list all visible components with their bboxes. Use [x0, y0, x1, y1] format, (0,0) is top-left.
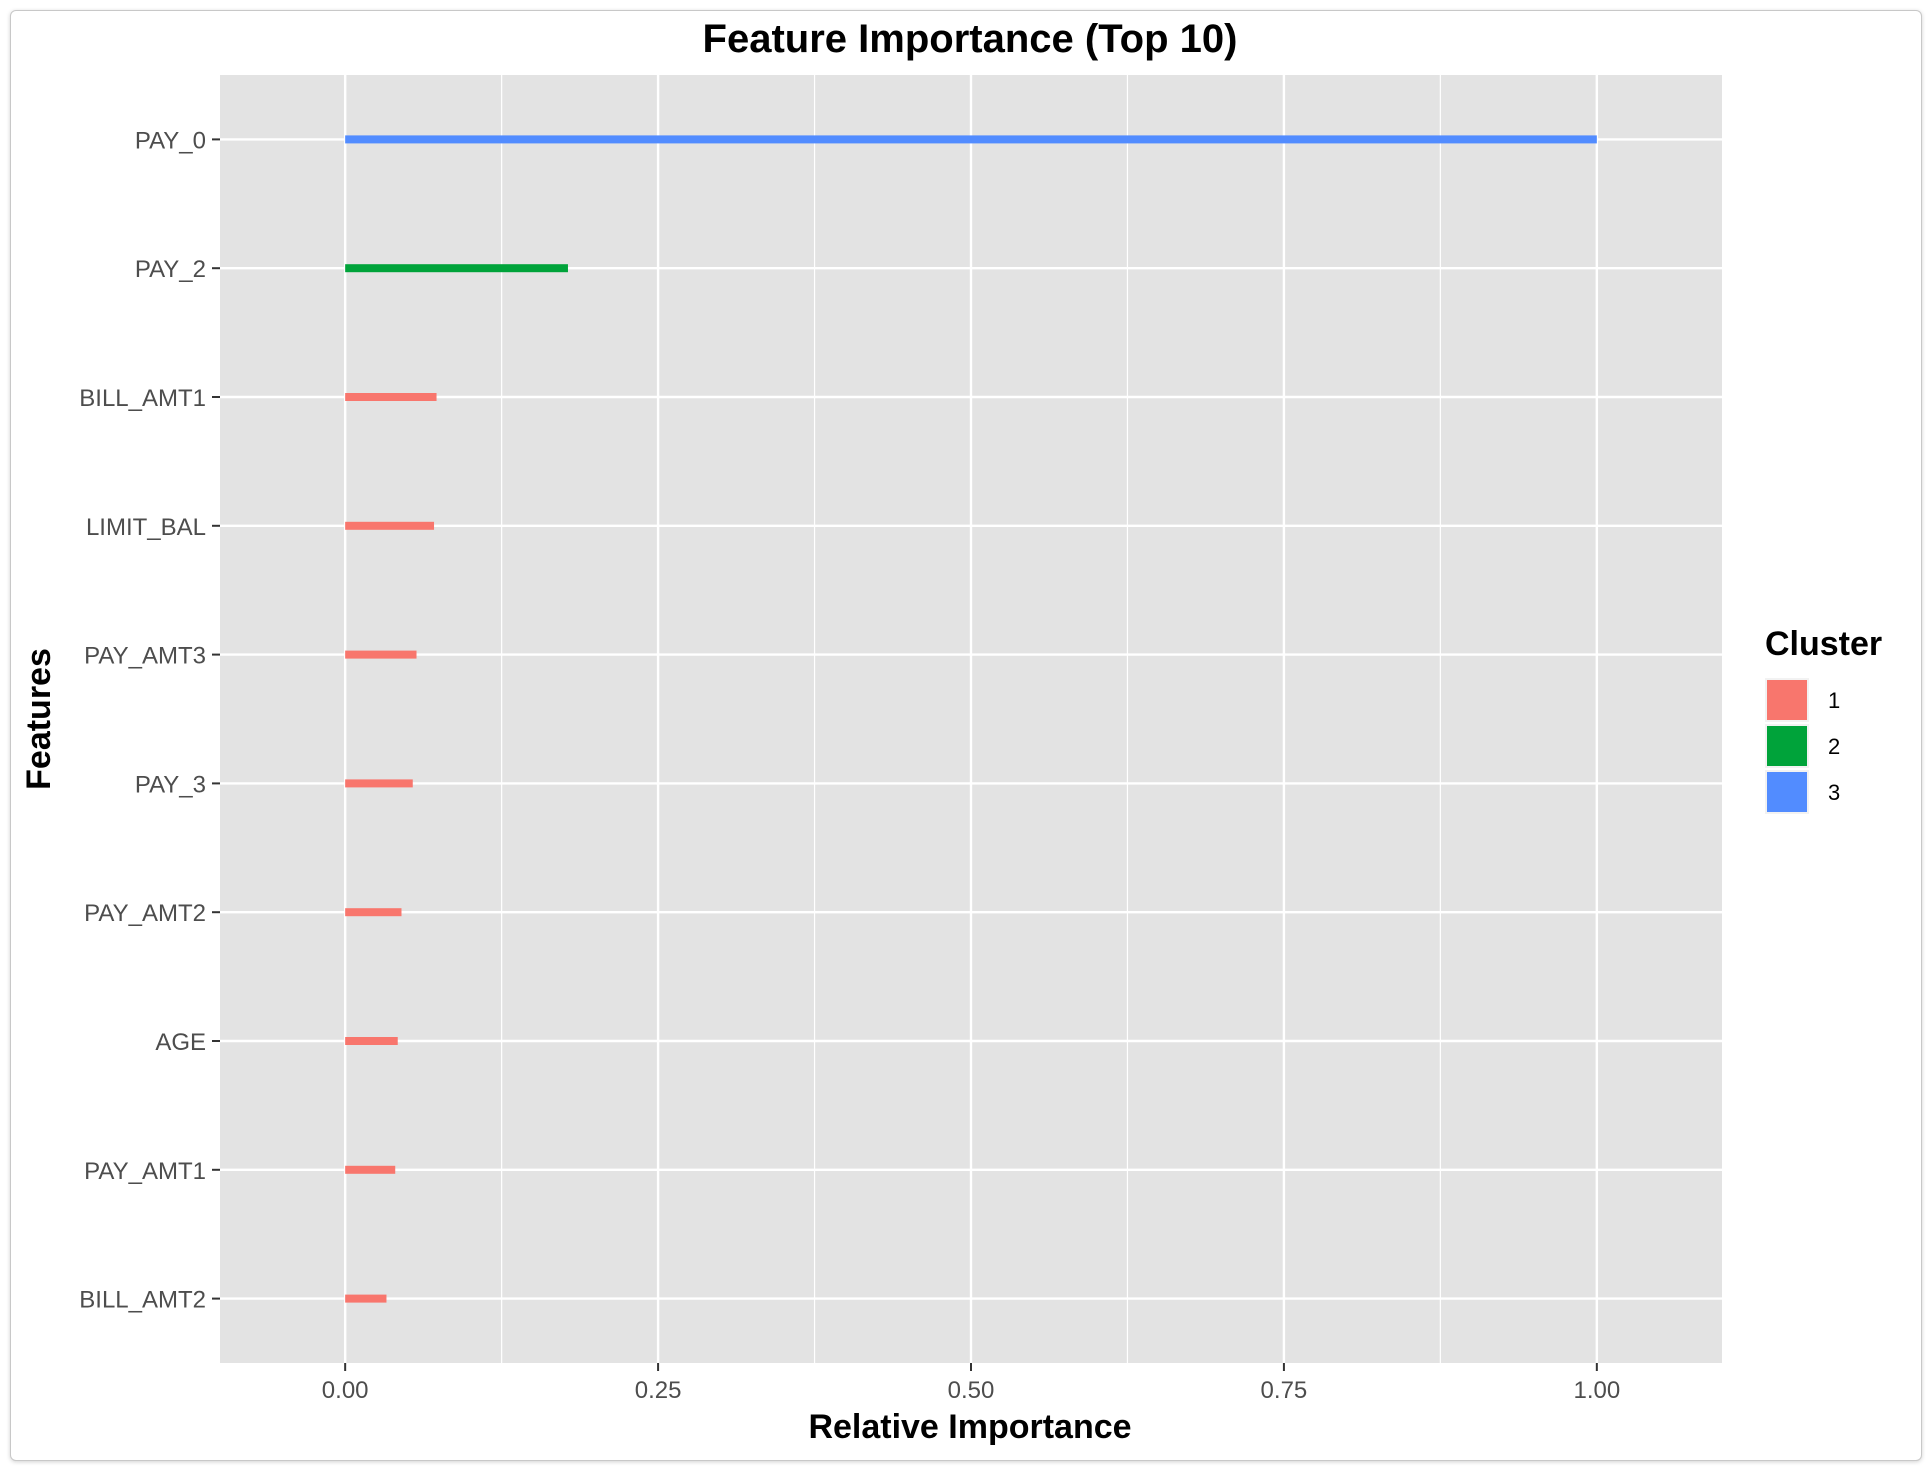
- bar-bill-amt2: [345, 1294, 387, 1303]
- y-tick-label: PAY_AMT1: [84, 1158, 206, 1185]
- y-tick-label: PAY_3: [135, 771, 206, 798]
- y-tick-label: PAY_0: [135, 127, 206, 154]
- y-tick-label: LIMIT_BAL: [86, 514, 206, 541]
- legend-label-1: 1: [1828, 688, 1840, 713]
- bar-limit-bal: [345, 521, 435, 530]
- legend: Cluster 1 2 3: [1765, 625, 1882, 814]
- x-tick-label: 0.00: [322, 1377, 369, 1404]
- legend-title: Cluster: [1765, 625, 1882, 663]
- chart-title: Feature Importance (Top 10): [703, 17, 1238, 61]
- bar-pay-2: [345, 264, 568, 273]
- legend-key-1: [1767, 680, 1807, 720]
- x-axis: 0.00 0.25 0.50 0.75 1.00: [322, 1363, 1620, 1404]
- x-tick-label: 1.00: [1573, 1377, 1620, 1404]
- bar-pay-0: [345, 135, 1597, 144]
- y-tick-label: PAY_AMT2: [84, 900, 206, 927]
- y-tick-label: BILL_AMT1: [79, 385, 206, 412]
- bar-pay-amt1: [345, 1165, 396, 1174]
- bar-bill-amt1: [345, 393, 437, 401]
- bar-pay-amt3: [345, 650, 417, 659]
- bar-pay-amt2: [345, 908, 402, 917]
- bars: [345, 135, 1597, 1303]
- legend-label-2: 2: [1828, 734, 1840, 759]
- y-tick-label: PAY_2: [135, 256, 206, 283]
- legend-key-2: [1767, 726, 1807, 766]
- bar-age: [345, 1037, 398, 1045]
- y-tick-label: PAY_AMT3: [84, 643, 206, 670]
- bar-pay-3: [345, 779, 413, 788]
- minor-gridlines: [501, 75, 1441, 1363]
- y-axis-title: Features: [20, 648, 58, 790]
- legend-key-3: [1767, 772, 1807, 812]
- x-tick-label: 0.75: [1261, 1377, 1308, 1404]
- y-axis: PAY_0 PAY_2 BILL_AMT1 LIMIT_BAL PAY_AMT3 PAY_…: [79, 127, 220, 1314]
- y-tick-label: BILL_AMT2: [79, 1287, 206, 1314]
- x-tick-label: 0.50: [948, 1377, 995, 1404]
- y-tick-label: AGE: [155, 1029, 206, 1056]
- x-axis-title: Relative Importance: [808, 1408, 1131, 1446]
- x-tick-label: 0.25: [635, 1377, 682, 1404]
- legend-label-3: 3: [1828, 780, 1840, 805]
